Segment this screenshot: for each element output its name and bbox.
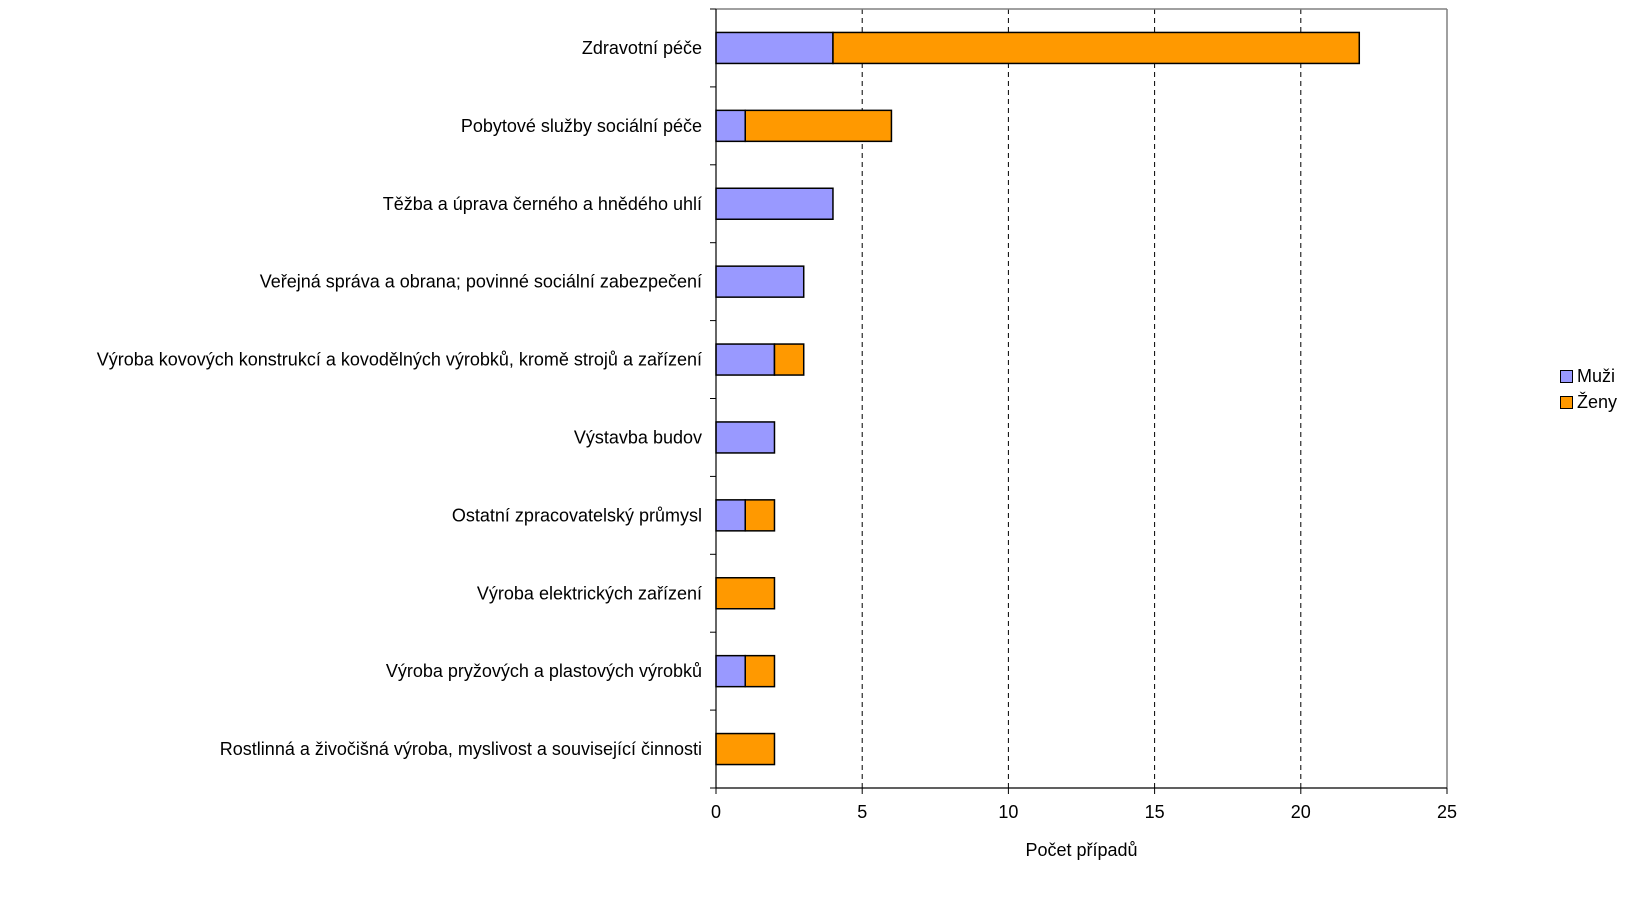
x-tick-label: 25 — [1437, 802, 1457, 822]
bar-zeny — [744, 654, 776, 688]
x-tick-label: 5 — [857, 802, 867, 822]
category-label: Výroba pryžových a plastových výrobků — [386, 661, 702, 681]
x-tick-label: 15 — [1145, 802, 1165, 822]
bar-muzi — [715, 499, 746, 532]
legend-item-zeny: Ženy — [1560, 389, 1617, 415]
x-tick-label: 20 — [1291, 802, 1311, 822]
x-tick-label: 10 — [998, 802, 1018, 822]
category-label: Rostlinná a živočišná výroba, myslivost … — [220, 739, 702, 759]
bar-zeny — [744, 109, 893, 143]
category-label: Těžba a úprava černého a hnědého uhlí — [383, 194, 702, 214]
gridlines — [861, 9, 1302, 788]
category-label: Zdravotní péče — [582, 38, 702, 58]
legend-swatch-zeny — [1560, 395, 1573, 409]
category-label: Ostatní zpracovatelský průmysl — [452, 505, 702, 525]
bars — [715, 31, 1361, 766]
category-label: Výroba kovových konstrukcí a kovodělných… — [97, 350, 702, 370]
bar-muzi — [715, 343, 776, 376]
legend-label-muzi: Muži — [1577, 365, 1616, 386]
x-tick-label: 0 — [711, 802, 721, 822]
bar-zeny — [832, 31, 1361, 65]
category-labels: Zdravotní péče Pobytové služby sociální p… — [97, 38, 702, 759]
bar-zeny — [715, 577, 776, 610]
bar-muzi — [715, 109, 746, 143]
category-label: Pobytové služby sociální péče — [461, 116, 702, 136]
category-label: Veřejná správa a obrana; povinné sociáln… — [260, 272, 702, 292]
legend-label-zeny: Ženy — [1577, 391, 1618, 412]
axes — [710, 8, 1448, 794]
bar-zeny — [773, 343, 805, 376]
bar-muzi — [715, 187, 834, 220]
category-label: Výroba elektrických zařízení — [477, 583, 702, 603]
bar-muzi — [715, 421, 776, 454]
legend: Muži Ženy — [1560, 363, 1617, 415]
legend-item-muzi: Muži — [1560, 363, 1617, 389]
bar-muzi — [715, 31, 834, 65]
bar-muzi — [715, 654, 746, 688]
bar-zeny — [744, 499, 776, 532]
category-label: Výstavba budov — [574, 427, 702, 447]
bar-zeny — [715, 732, 776, 766]
x-axis-label: Počet případů — [1025, 840, 1137, 860]
bar-muzi — [715, 265, 805, 298]
x-tick-labels: 0 5 10 15 20 25 — [711, 802, 1457, 822]
legend-swatch-muzi — [1560, 369, 1573, 383]
